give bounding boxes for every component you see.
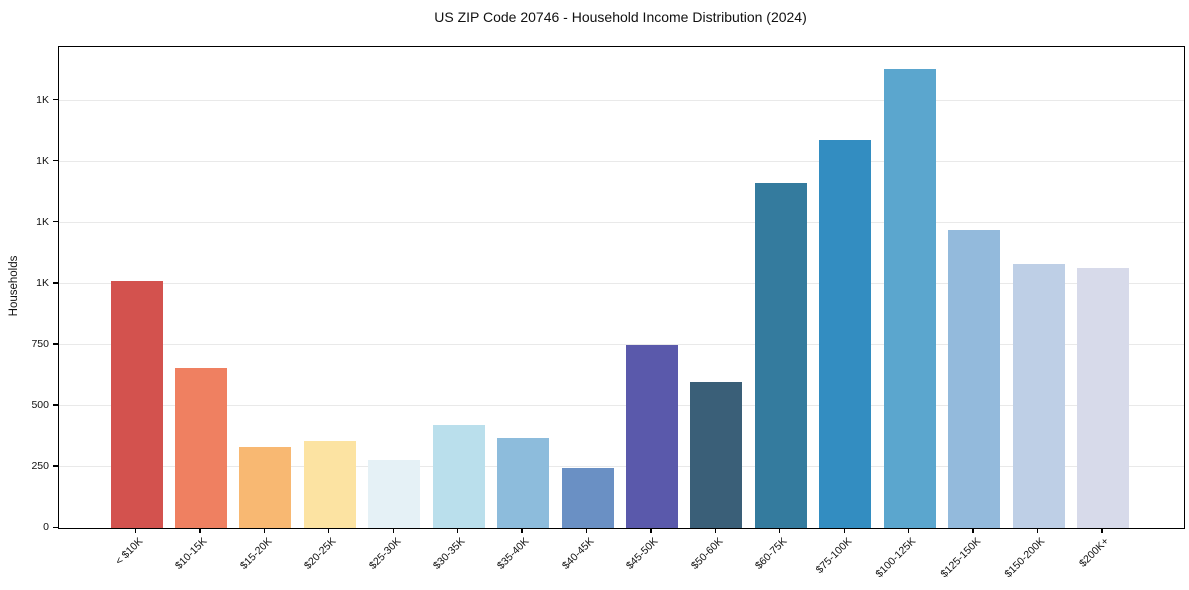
bar-9 (690, 381, 743, 528)
x-tick-label: $75-100K (813, 535, 855, 576)
y-tick-label: 250 (31, 459, 49, 472)
y-tick-mark (53, 343, 58, 345)
bar-13 (948, 230, 1001, 528)
gridline (59, 160, 1184, 162)
plot-area (58, 46, 1185, 529)
gridline (59, 343, 1184, 345)
y-tick-mark (53, 160, 58, 162)
x-tick-mark (650, 528, 652, 533)
x-tick-label: $60-75K (753, 535, 790, 572)
x-tick-mark (1036, 528, 1039, 533)
y-tick-label: 1K (36, 215, 49, 228)
x-tick-mark (263, 528, 265, 533)
x-tick-label: $100-125K (873, 535, 919, 581)
x-tick-mark (714, 528, 716, 533)
y-tick-mark (53, 99, 58, 101)
bar-15 (1076, 267, 1129, 528)
bar-10 (754, 182, 807, 528)
x-tick-mark (972, 528, 974, 533)
x-tick-mark (585, 528, 588, 533)
x-tick-mark (328, 528, 330, 533)
y-tick-mark (53, 221, 58, 223)
x-tick-label: $200K+ (1077, 535, 1112, 570)
x-tick-label: $150-200K (1002, 535, 1048, 581)
bar-2 (239, 447, 292, 528)
y-tick-label: 1K (36, 154, 49, 167)
x-tick-label: $20-25K (302, 535, 339, 572)
x-tick-mark (392, 528, 394, 533)
y-tick-label: 750 (31, 337, 49, 350)
bar-4 (368, 459, 421, 528)
x-tick-mark (134, 528, 137, 533)
gridline (59, 221, 1184, 223)
x-tick-label: $15-20K (237, 535, 275, 572)
bar-3 (303, 441, 356, 528)
bar-5 (432, 425, 485, 528)
bar-6 (497, 437, 550, 528)
gridline (59, 282, 1184, 284)
gridline (59, 465, 1184, 467)
y-tick-mark (53, 404, 58, 406)
bar-14 (1012, 264, 1065, 528)
x-tick-label: $45-50K (624, 535, 661, 572)
bar-0 (110, 281, 163, 528)
y-tick-label: 0 (43, 521, 49, 533)
gridline (59, 404, 1184, 406)
x-tick-mark (1101, 528, 1103, 533)
x-tick-mark (521, 528, 523, 533)
x-tick-mark (779, 528, 781, 533)
x-tick-label: $25-30K (366, 535, 404, 572)
bar-7 (561, 468, 614, 528)
x-tick-label: $125-150K (938, 535, 983, 581)
x-tick-mark (199, 528, 201, 533)
y-tick-mark (53, 465, 58, 467)
bar-1 (174, 368, 227, 528)
x-tick-label: $30-35K (430, 535, 468, 572)
y-tick-label: 500 (31, 398, 49, 411)
y-tick-label: 1K (36, 276, 49, 289)
bar-8 (625, 345, 678, 528)
chart-title: US ZIP Code 20746 - Household Income Dis… (434, 9, 807, 25)
x-tick-mark (457, 528, 459, 533)
y-tick-mark (53, 526, 58, 528)
x-tick-mark (908, 528, 910, 533)
y-tick-mark (53, 282, 58, 284)
x-tick-label: $50-60K (688, 535, 726, 572)
gridline (59, 99, 1184, 101)
bar-12 (883, 68, 936, 528)
x-tick-label: < $10K (113, 535, 146, 568)
y-tick-label: 1K (36, 93, 49, 106)
x-tick-label: $40-45K (559, 535, 597, 572)
x-tick-label: $10-15K (173, 535, 210, 572)
bar-11 (819, 139, 872, 528)
x-tick-mark (843, 528, 845, 533)
x-tick-label: $35-40K (495, 535, 532, 572)
